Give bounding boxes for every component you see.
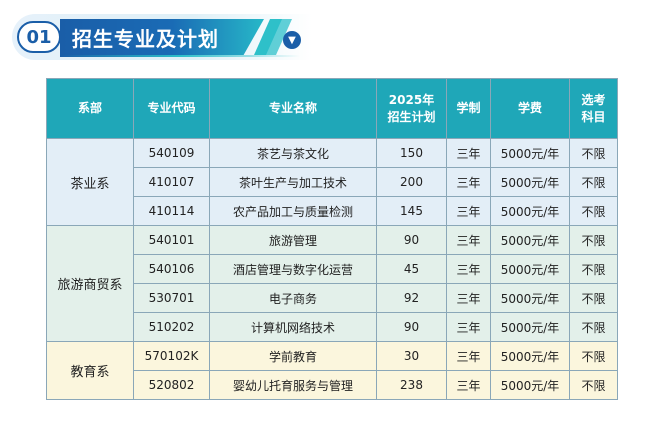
major-name-cell: 茶叶生产与加工技术 xyxy=(209,167,377,197)
tuition-cell: 5000元/年 xyxy=(490,341,570,371)
department-cell: 旅游商贸系 xyxy=(46,225,134,342)
tuition-cell: 5000元/年 xyxy=(490,167,570,197)
column-header-tuition: 学费 xyxy=(490,78,570,139)
subjects-cell: 不限 xyxy=(569,254,618,284)
major-name-cell: 婴幼儿托育服务与管理 xyxy=(209,370,377,400)
major-code-cell: 530701 xyxy=(133,283,210,313)
table-row: 410114 农产品加工与质量检测 145 三年 5000元/年 不限 xyxy=(47,196,618,226)
plan-count-cell: 30 xyxy=(376,341,447,371)
page-title: 招生专业及计划 xyxy=(72,26,219,51)
major-name-cell: 酒店管理与数字化运营 xyxy=(209,254,377,284)
plan-count-cell: 90 xyxy=(376,312,447,342)
plan-count-cell: 92 xyxy=(376,283,447,313)
table-row: 教育系 570102K 学前教育 30 三年 5000元/年 不限 xyxy=(46,341,618,400)
major-code-cell: 540106 xyxy=(133,254,210,284)
subjects-cell: 不限 xyxy=(569,225,618,255)
major-code-cell: 520802 xyxy=(133,370,210,400)
table-row: 410107 茶叶生产与加工技术 200 三年 5000元/年 不限 xyxy=(47,167,618,197)
subjects-cell: 不限 xyxy=(569,341,618,371)
tuition-cell: 5000元/年 xyxy=(490,283,570,313)
subjects-cell: 不限 xyxy=(569,312,618,342)
duration-cell: 三年 xyxy=(446,312,491,342)
major-name-cell: 计算机网络技术 xyxy=(209,312,377,342)
subjects-cell: 不限 xyxy=(569,370,618,400)
column-header-major-name: 专业名称 xyxy=(209,78,377,139)
table-body: 茶业系 540109 茶艺与茶文化 150 三年 5000元/年 不限 410107 茶叶生产与… xyxy=(46,138,618,400)
section-number-badge: 01 xyxy=(17,21,61,53)
major-name-cell: 学前教育 xyxy=(209,341,377,371)
major-name-cell: 旅游管理 xyxy=(209,225,377,255)
duration-cell: 三年 xyxy=(446,370,491,400)
table-row: 茶业系 540109 茶艺与茶文化 150 三年 5000元/年 不限 xyxy=(46,138,618,226)
duration-cell: 三年 xyxy=(446,254,491,284)
table-row: 旅游商贸系 540101 旅游管理 90 三年 5000元/年 不限 xyxy=(46,225,618,342)
major-code-cell: 510202 xyxy=(133,312,210,342)
section-header: 招生专业及计划 01 ▼ xyxy=(0,0,646,70)
plan-count-cell: 90 xyxy=(376,225,447,255)
duration-cell: 三年 xyxy=(446,283,491,313)
plan-count-cell: 45 xyxy=(376,254,447,284)
tuition-cell: 5000元/年 xyxy=(490,196,570,226)
column-header-department: 系部 xyxy=(46,78,134,139)
table-row: 510202 计算机网络技术 90 三年 5000元/年 不限 xyxy=(47,312,618,342)
major-name-cell: 茶艺与茶文化 xyxy=(209,138,377,168)
duration-cell: 三年 xyxy=(446,196,491,226)
department-cell: 教育系 xyxy=(46,341,134,400)
tuition-cell: 5000元/年 xyxy=(490,138,570,168)
enrollment-plan-table: 系部 专业代码 专业名称 2025年 招生计划 学制 学费 选考 科目 茶业系 540109 茶艺与… xyxy=(46,78,618,400)
plan-count-cell: 150 xyxy=(376,138,447,168)
title-bar: 招生专业及计划 xyxy=(60,19,264,55)
table-row: 520802 婴幼儿托育服务与管理 238 三年 5000元/年 不限 xyxy=(47,370,618,400)
major-code-cell: 410114 xyxy=(133,196,210,226)
major-code-cell: 540109 xyxy=(133,138,210,168)
subjects-cell: 不限 xyxy=(569,138,618,168)
major-code-cell: 410107 xyxy=(133,167,210,197)
column-header-major-code: 专业代码 xyxy=(133,78,210,139)
department-cell: 茶业系 xyxy=(46,138,134,226)
plan-count-cell: 145 xyxy=(376,196,447,226)
tuition-cell: 5000元/年 xyxy=(490,312,570,342)
plan-count-cell: 200 xyxy=(376,167,447,197)
subjects-cell: 不限 xyxy=(569,167,618,197)
column-header-plan: 2025年 招生计划 xyxy=(376,78,447,139)
duration-cell: 三年 xyxy=(446,167,491,197)
tuition-cell: 5000元/年 xyxy=(490,370,570,400)
duration-cell: 三年 xyxy=(446,225,491,255)
subjects-cell: 不限 xyxy=(569,196,618,226)
tuition-cell: 5000元/年 xyxy=(490,225,570,255)
chevron-down-icon[interactable]: ▼ xyxy=(283,31,301,49)
duration-cell: 三年 xyxy=(446,341,491,371)
table-header-row: 系部 专业代码 专业名称 2025年 招生计划 学制 学费 选考 科目 xyxy=(46,78,618,139)
duration-cell: 三年 xyxy=(446,138,491,168)
tuition-cell: 5000元/年 xyxy=(490,254,570,284)
column-header-subjects: 选考 科目 xyxy=(569,78,618,139)
major-code-cell: 570102K xyxy=(133,341,210,371)
header-underline xyxy=(60,55,300,57)
subjects-cell: 不限 xyxy=(569,283,618,313)
column-header-duration: 学制 xyxy=(446,78,491,139)
major-name-cell: 电子商务 xyxy=(209,283,377,313)
major-code-cell: 540101 xyxy=(133,225,210,255)
major-name-cell: 农产品加工与质量检测 xyxy=(209,196,377,226)
table-row: 540106 酒店管理与数字化运营 45 三年 5000元/年 不限 xyxy=(47,254,618,284)
plan-count-cell: 238 xyxy=(376,370,447,400)
